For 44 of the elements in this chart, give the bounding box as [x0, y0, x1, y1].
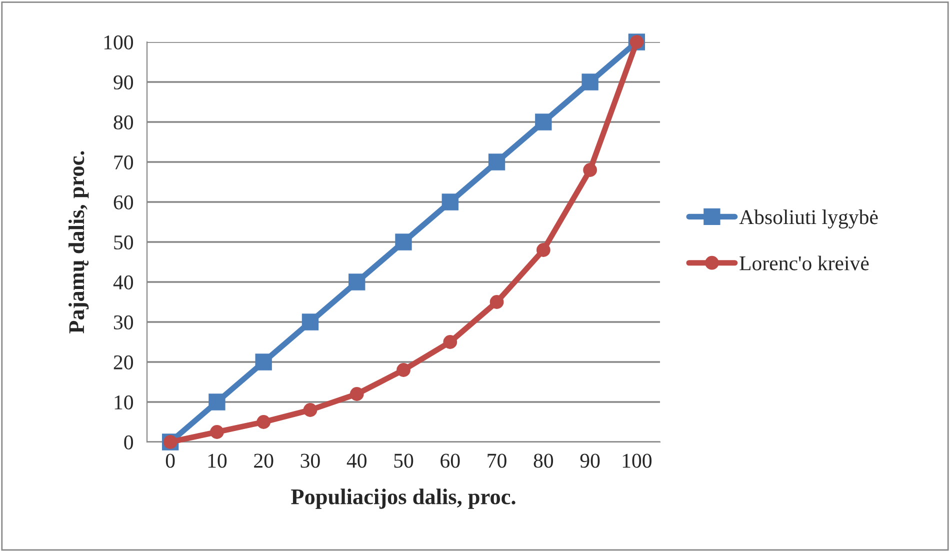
x-tick-label: 90 [580, 454, 600, 468]
y-tick-label: 10 [114, 395, 134, 410]
point [350, 387, 364, 401]
y-tick-label: 40 [113, 275, 134, 290]
point [443, 335, 458, 349]
y-tick-label: 20 [114, 355, 134, 370]
x-tick-label: 60 [440, 454, 460, 468]
point [303, 403, 318, 417]
x-tick-label: 30 [300, 454, 320, 468]
point [302, 314, 319, 330]
y-tick-label: 50 [114, 235, 134, 250]
point [208, 394, 226, 410]
y-tick-label: 100 [104, 35, 134, 50]
point [582, 74, 598, 90]
point [396, 363, 410, 377]
x-tick-label: 100 [622, 454, 652, 468]
point [535, 114, 552, 130]
legend-label: Lorenc'o kreivė [740, 256, 869, 270]
y-tick-label: 90 [114, 75, 134, 90]
legend-label: Absoliuti lygybė [739, 210, 878, 228]
y-tick-label: 80 [114, 115, 134, 130]
x-tick-label: 0 [166, 454, 175, 468]
point [395, 234, 412, 250]
point [490, 295, 504, 309]
y-axis-title: Pajamų dalis, proc. [68, 151, 89, 334]
x-tick-label: 50 [394, 454, 414, 468]
point [256, 415, 271, 429]
point [348, 274, 366, 290]
x-tick-label: 70 [488, 454, 506, 468]
x-tick-label: 80 [534, 454, 554, 468]
point [255, 354, 272, 370]
point [583, 163, 597, 177]
x-axis-title: Populiacijos dalis, proc. [291, 488, 516, 509]
y-tick-label: 70 [114, 155, 134, 170]
y-tick-label: 60 [114, 195, 134, 210]
x-tick-label: 10 [208, 454, 227, 468]
y-tick-label: 30 [114, 315, 134, 330]
point [536, 243, 550, 257]
point [442, 194, 458, 210]
point [210, 425, 224, 439]
x-tick-label: 40 [346, 454, 366, 468]
y-tick-label: 0 [124, 435, 134, 450]
x-tick-label: 20 [254, 454, 274, 468]
point [488, 154, 506, 170]
